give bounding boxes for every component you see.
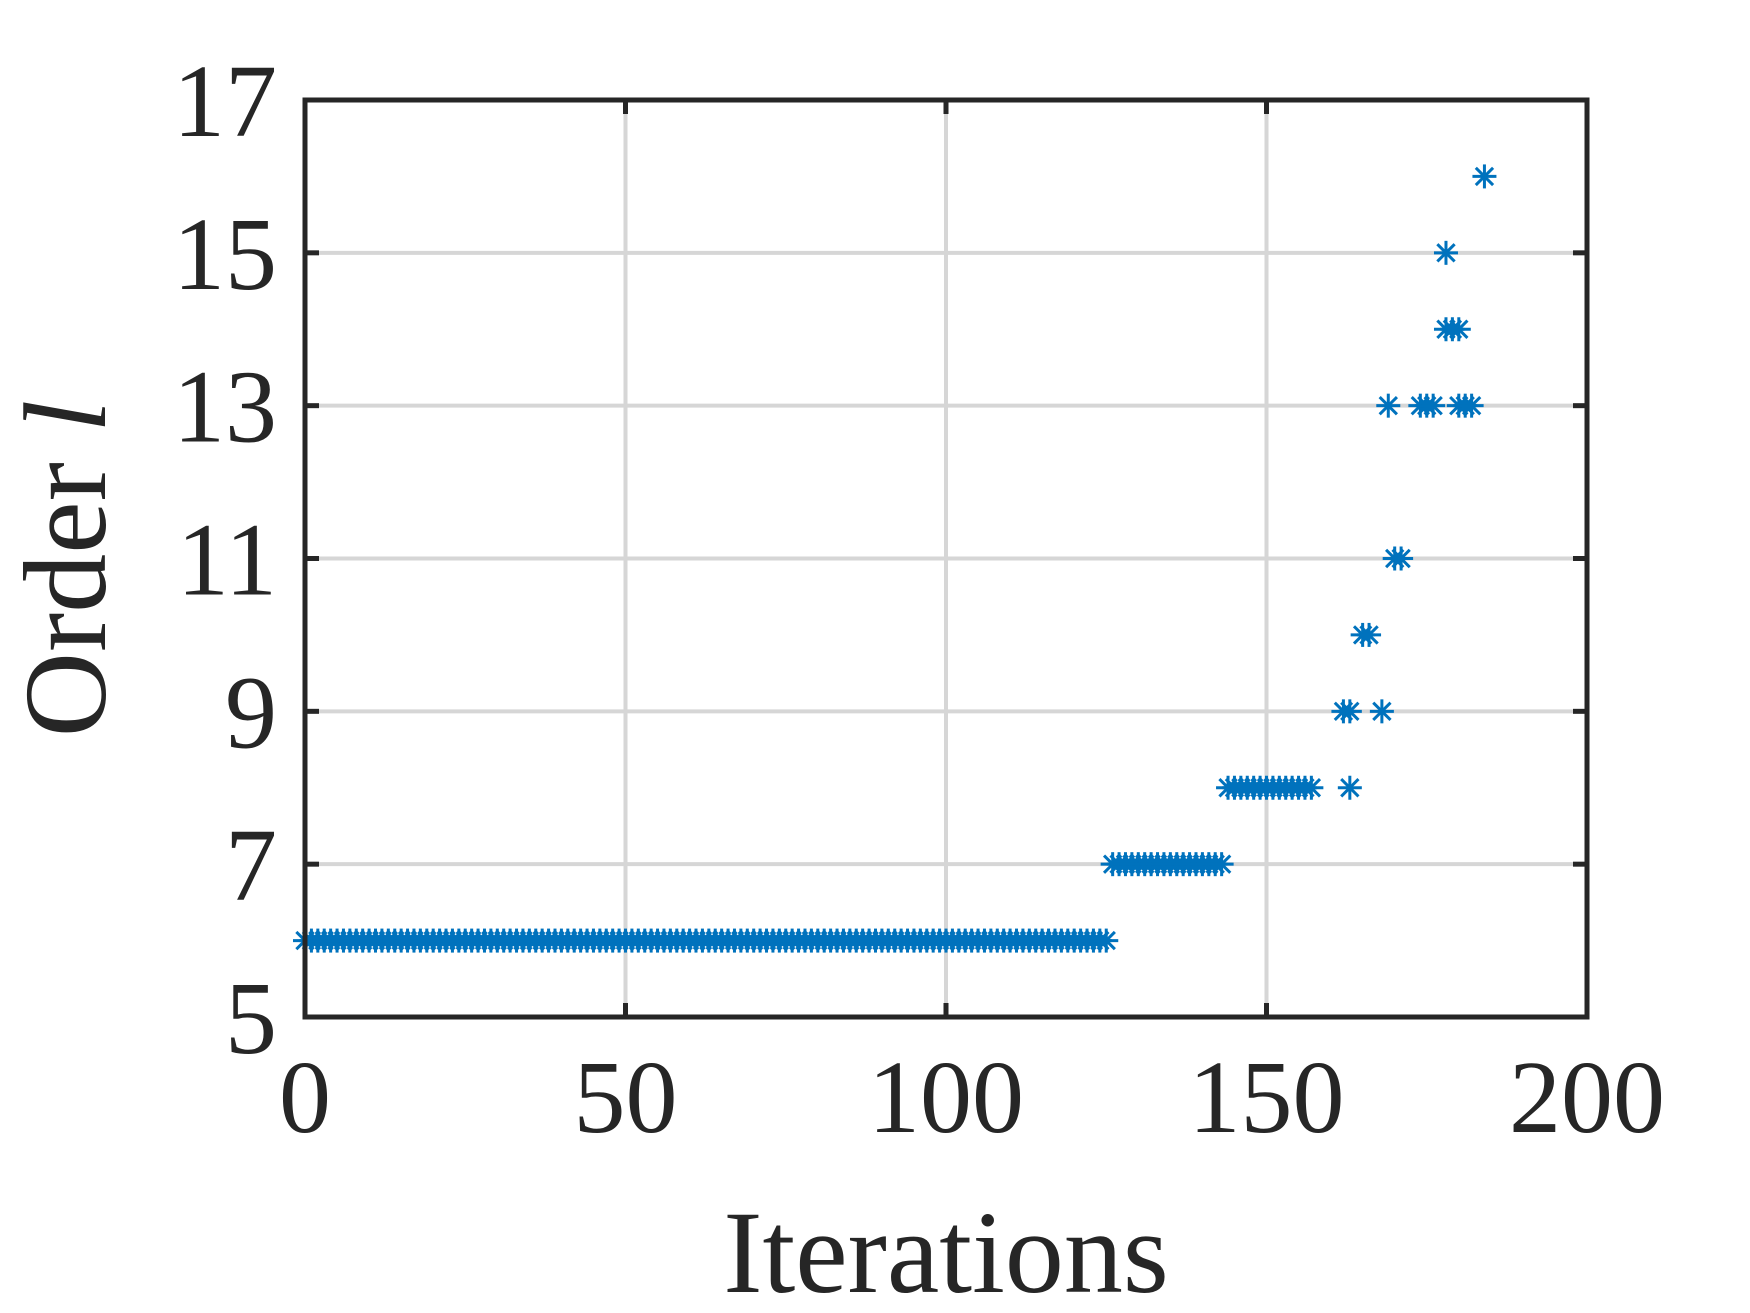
data-point-stroke	[1211, 854, 1232, 874]
data-point	[1376, 393, 1401, 418]
data-point-stroke	[1340, 778, 1360, 798]
y-tick-label: 5	[225, 961, 277, 1076]
x-tick-label: 0	[279, 1040, 331, 1155]
tick-labels: 0 50 100 150 200 5 7 9 11 13 15 17	[173, 44, 1665, 1155]
data-point	[1472, 164, 1497, 189]
data-point-stroke	[1449, 319, 1469, 339]
x-tick-label: 100	[868, 1040, 1024, 1155]
data-point	[1094, 928, 1119, 953]
data-point	[1433, 240, 1458, 265]
x-tick-label: 200	[1509, 1040, 1665, 1155]
data-point-stroke	[1301, 778, 1322, 798]
data-point	[1459, 393, 1484, 418]
data-point	[1446, 317, 1471, 342]
data-point-stroke	[1378, 395, 1398, 416]
data-point	[1357, 622, 1382, 647]
data-point	[1421, 393, 1446, 418]
data-point-stroke	[1461, 395, 1482, 416]
y-axis-label: Order l	[0, 400, 131, 737]
data-point	[1337, 699, 1362, 724]
data-point-stroke	[1340, 701, 1360, 722]
data-point-stroke	[1359, 625, 1379, 645]
data-point-stroke	[1423, 395, 1443, 416]
data-point	[1337, 775, 1362, 800]
data-point-stroke	[1372, 701, 1392, 722]
data-point	[1209, 852, 1234, 877]
data-point	[1369, 699, 1394, 724]
y-tick-label: 7	[225, 808, 277, 923]
y-tick-label: 13	[173, 350, 277, 465]
data-point-stroke	[1436, 243, 1456, 263]
data-point	[1389, 546, 1414, 571]
y-tick-label: 15	[173, 197, 277, 312]
data-point-stroke	[1096, 930, 1116, 951]
grid-lines	[305, 100, 1587, 1017]
x-tick-label: 150	[1189, 1040, 1345, 1155]
y-axis-label-text: Order	[0, 433, 131, 738]
y-axis-label-symbol: l	[0, 400, 131, 433]
y-tick-label: 11	[177, 503, 277, 618]
y-tick-label: 9	[225, 655, 277, 770]
x-tick-label: 50	[574, 1040, 678, 1155]
x-axis-label: Iterations	[723, 1187, 1169, 1313]
y-tick-label: 17	[173, 44, 277, 159]
data-markers	[293, 164, 1497, 953]
data-point	[1299, 775, 1324, 800]
data-point-stroke	[1474, 166, 1495, 187]
data-point-stroke	[1391, 548, 1411, 569]
tick-marks	[302, 97, 1590, 1020]
